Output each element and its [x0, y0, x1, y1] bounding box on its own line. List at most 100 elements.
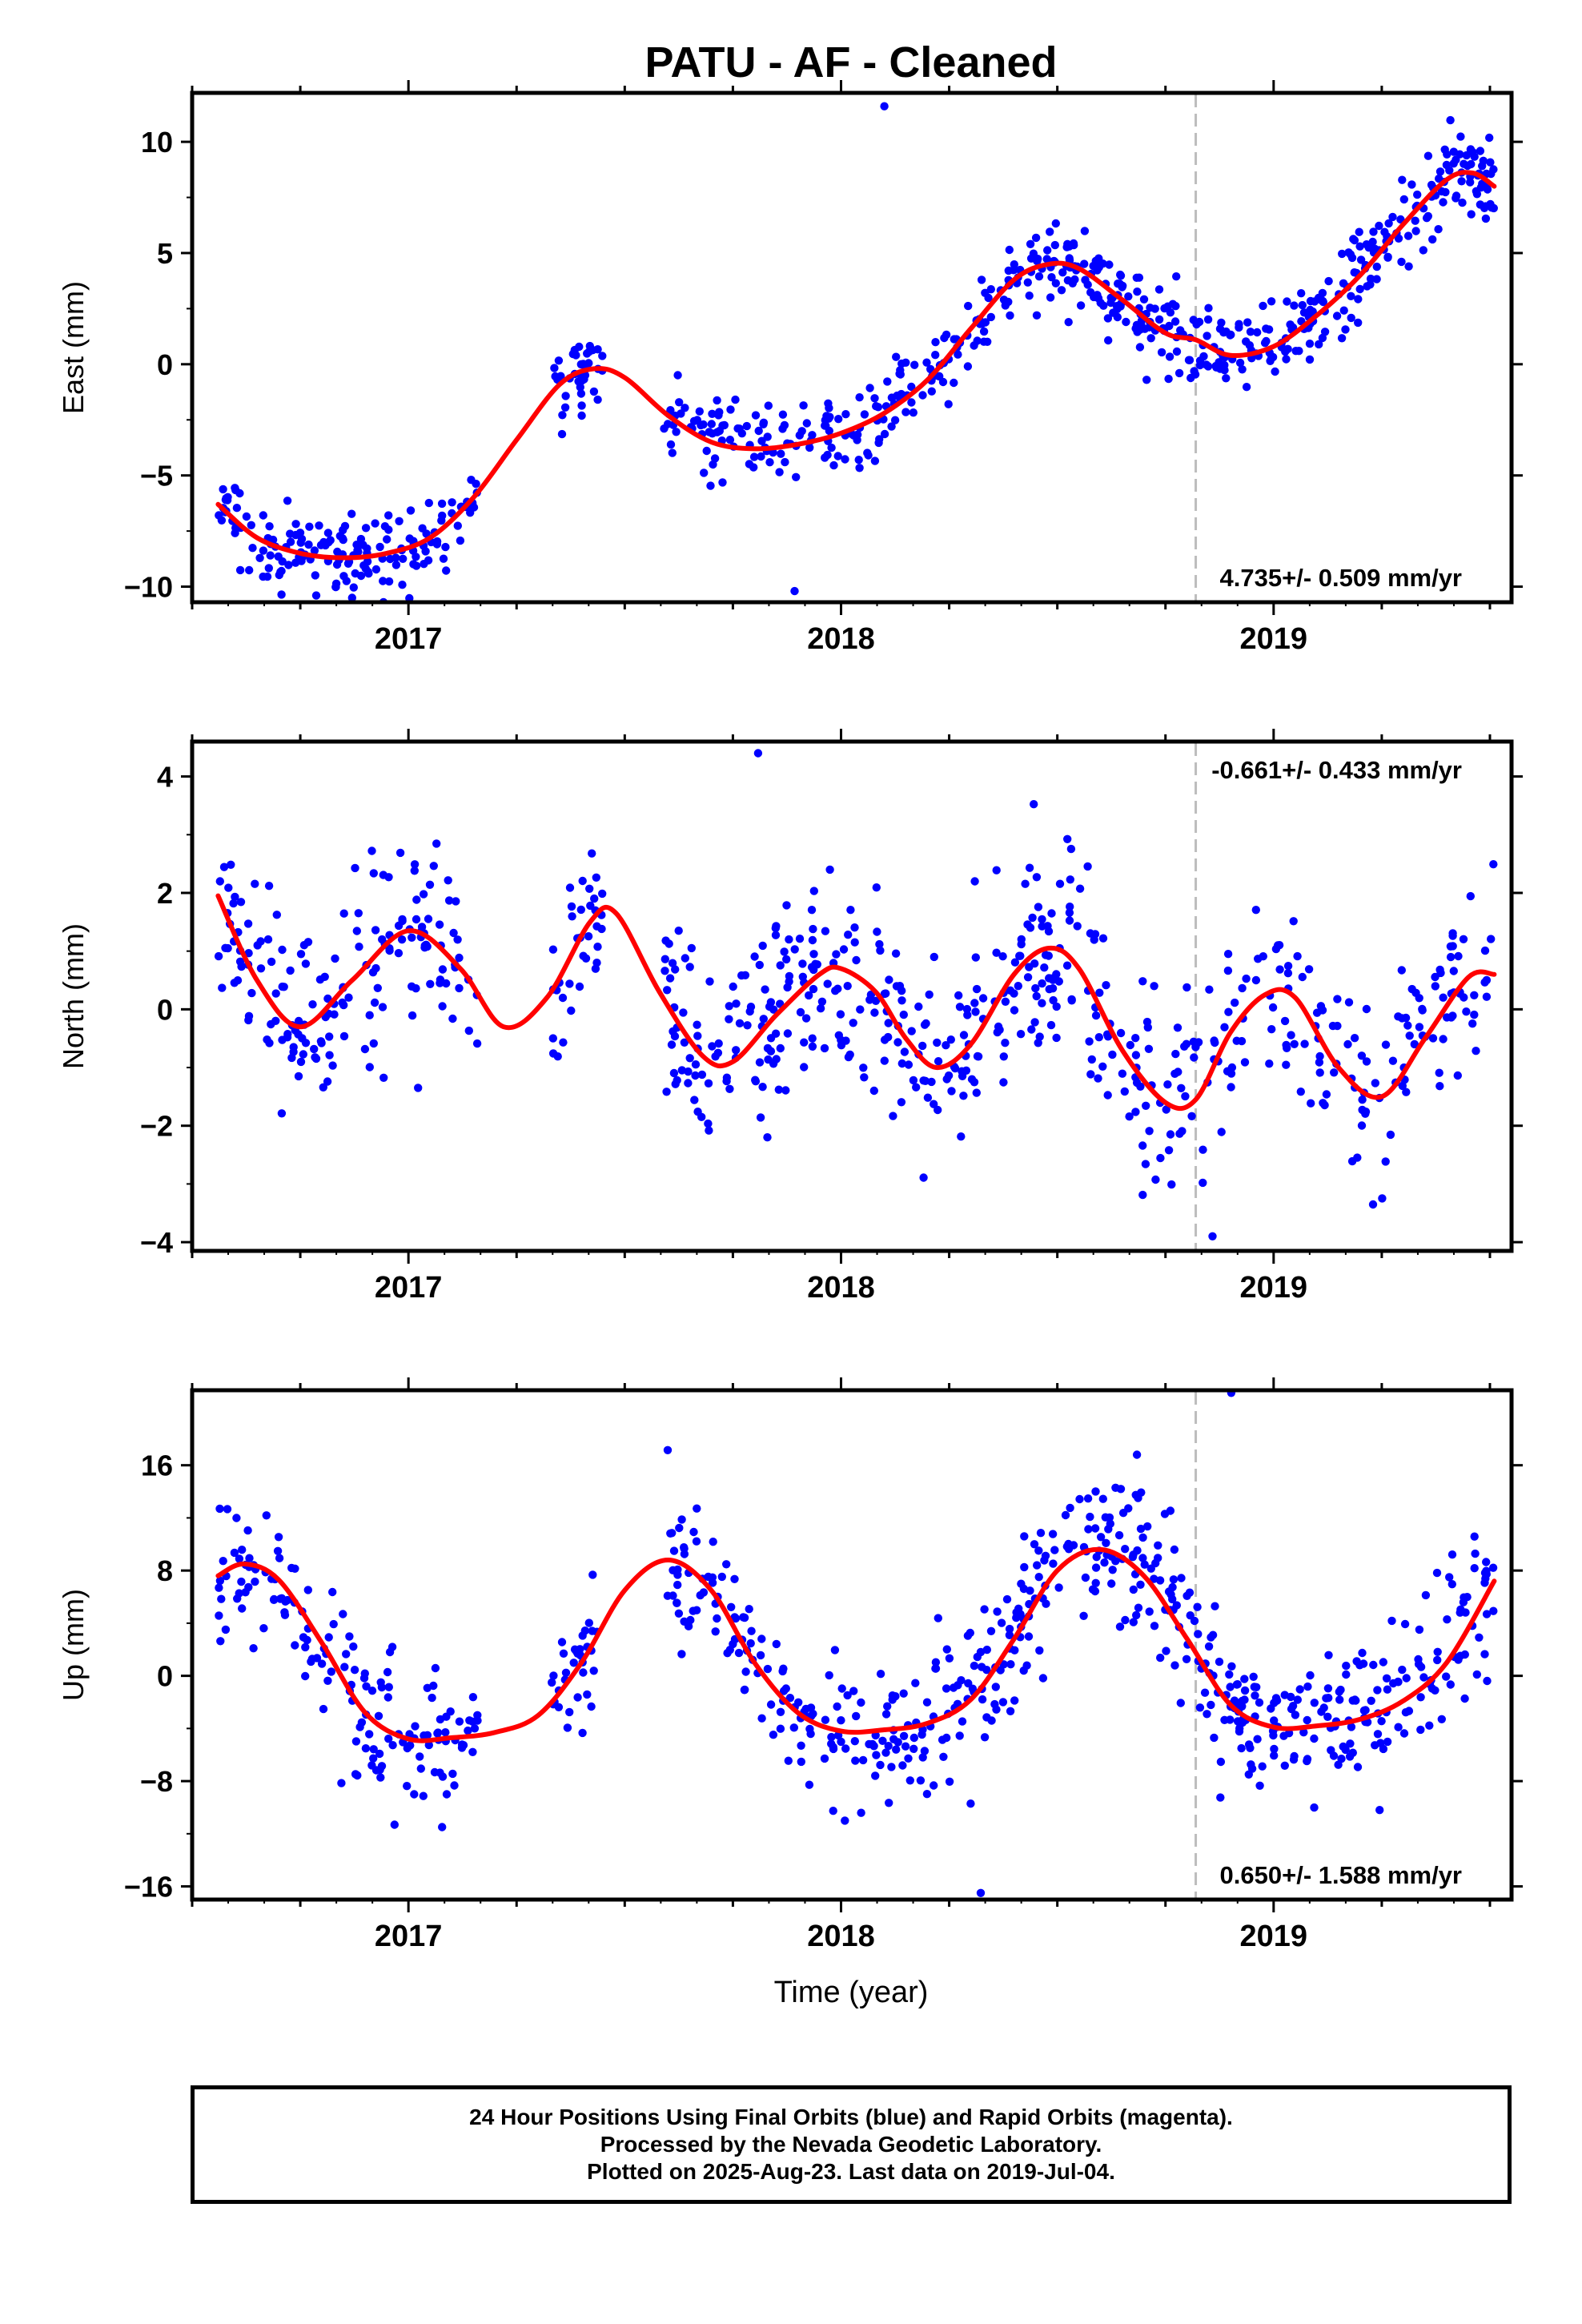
up-data-point — [1086, 1512, 1094, 1522]
east-data-point — [1423, 151, 1433, 160]
north-data-point — [1028, 913, 1037, 923]
east-data-point — [383, 535, 391, 544]
east-data-point — [1203, 315, 1213, 324]
east-data-point — [984, 293, 993, 303]
east-data-point — [1355, 227, 1363, 236]
up-data-point — [1210, 1733, 1219, 1743]
up-data-point — [1383, 1737, 1392, 1747]
north-model-curve — [215, 893, 1497, 1112]
north-data-point — [743, 1021, 752, 1030]
up-data-point — [1048, 1530, 1058, 1538]
up-data-point — [433, 1729, 442, 1738]
up-data-point — [1480, 1578, 1489, 1587]
east-data-point — [1305, 340, 1315, 348]
north-data-point — [325, 1051, 334, 1059]
up-data-point — [1010, 1646, 1019, 1655]
east-data-point — [1010, 260, 1019, 269]
north-data-point — [1386, 1130, 1395, 1140]
up-data-point — [353, 1771, 362, 1780]
north-data-point — [1083, 862, 1092, 871]
up-data-point — [1136, 1524, 1146, 1534]
east-data-point — [1439, 198, 1447, 207]
north-data-point — [1138, 1190, 1147, 1200]
north-data-point — [1085, 1037, 1094, 1046]
north-data-point — [1052, 1002, 1061, 1011]
north-data-point — [1267, 1025, 1276, 1034]
north-data-point — [1142, 1017, 1152, 1027]
east-data-point — [1222, 374, 1231, 383]
north-data-point — [816, 1004, 825, 1013]
north-data-point — [1034, 1039, 1042, 1047]
east-data-point — [673, 371, 682, 380]
north-data-point — [809, 924, 817, 934]
north-data-point — [1217, 1128, 1226, 1136]
east-data-point — [823, 450, 832, 460]
up-data-point — [1138, 1554, 1147, 1562]
east-data-point — [777, 449, 785, 458]
up-data-point — [851, 1756, 860, 1765]
up-data-point — [841, 1816, 849, 1825]
east-data-point — [829, 460, 838, 470]
up-data-point — [885, 1799, 893, 1807]
up-data-point — [876, 1670, 885, 1679]
up-data-point — [827, 1732, 836, 1742]
up-data-point — [747, 1626, 756, 1635]
up-data-point — [1232, 1680, 1242, 1689]
up-data-point — [711, 1627, 720, 1636]
up-data-point — [262, 1511, 271, 1520]
north-data-point — [1283, 969, 1293, 978]
up-data-point — [883, 1702, 892, 1711]
up-data-point — [416, 1752, 424, 1761]
east-data-point — [1170, 317, 1180, 326]
up-data-point — [573, 1693, 582, 1702]
east-data-point — [384, 511, 393, 520]
up-data-point — [730, 1613, 739, 1622]
north-data-point — [963, 1011, 972, 1019]
east-data-point — [1354, 295, 1363, 304]
up-data-point — [216, 1637, 225, 1646]
east-data-point — [1337, 334, 1347, 343]
north-data-point — [590, 894, 599, 903]
east-data-point — [235, 565, 245, 575]
north-data-point — [1144, 1044, 1154, 1054]
east-data-point — [577, 401, 586, 410]
north-data-point — [422, 940, 431, 950]
up-data-point — [1193, 1602, 1202, 1611]
east-data-point — [700, 468, 709, 477]
up-data-point — [217, 1594, 226, 1603]
north-data-point — [737, 971, 746, 980]
north-data-point — [425, 880, 435, 890]
north-data-point — [821, 927, 830, 935]
up-data-point — [734, 1648, 744, 1658]
north-data-point — [1164, 1146, 1174, 1155]
north-data-point — [889, 1112, 897, 1120]
up-data-point — [269, 1595, 279, 1605]
east-data-point — [380, 522, 390, 531]
up-data-point — [677, 1515, 686, 1524]
north-data-point — [972, 984, 982, 994]
north-data-point — [419, 890, 428, 899]
north-data-point — [1090, 935, 1098, 944]
east-data-point — [398, 581, 407, 589]
north-y-axis-title: North (mm) — [57, 923, 90, 1069]
up-data-point — [1238, 1718, 1247, 1727]
east-data-point — [855, 464, 864, 472]
north-data-point — [236, 898, 246, 907]
up-data-point — [673, 1580, 682, 1590]
up-data-point — [1143, 1522, 1152, 1531]
east-data-point — [668, 448, 677, 457]
north-y-tick-label: 2 — [157, 877, 173, 910]
east-data-point — [570, 345, 579, 355]
east-data-point — [1282, 355, 1291, 364]
up-data-point — [825, 1671, 833, 1680]
footer-line-3: Plotted on 2025-Aug-23. Last data on 201… — [587, 2159, 1115, 2184]
north-data-point — [1046, 1020, 1056, 1030]
up-data-point — [1404, 1707, 1414, 1715]
north-data-point — [301, 1039, 311, 1047]
north-data-point — [567, 1006, 576, 1015]
up-data-point — [1280, 1761, 1290, 1770]
east-data-point — [1146, 334, 1155, 343]
east-data-point — [259, 572, 267, 581]
east-data-point — [1103, 314, 1113, 323]
up-data-point — [980, 1733, 990, 1742]
